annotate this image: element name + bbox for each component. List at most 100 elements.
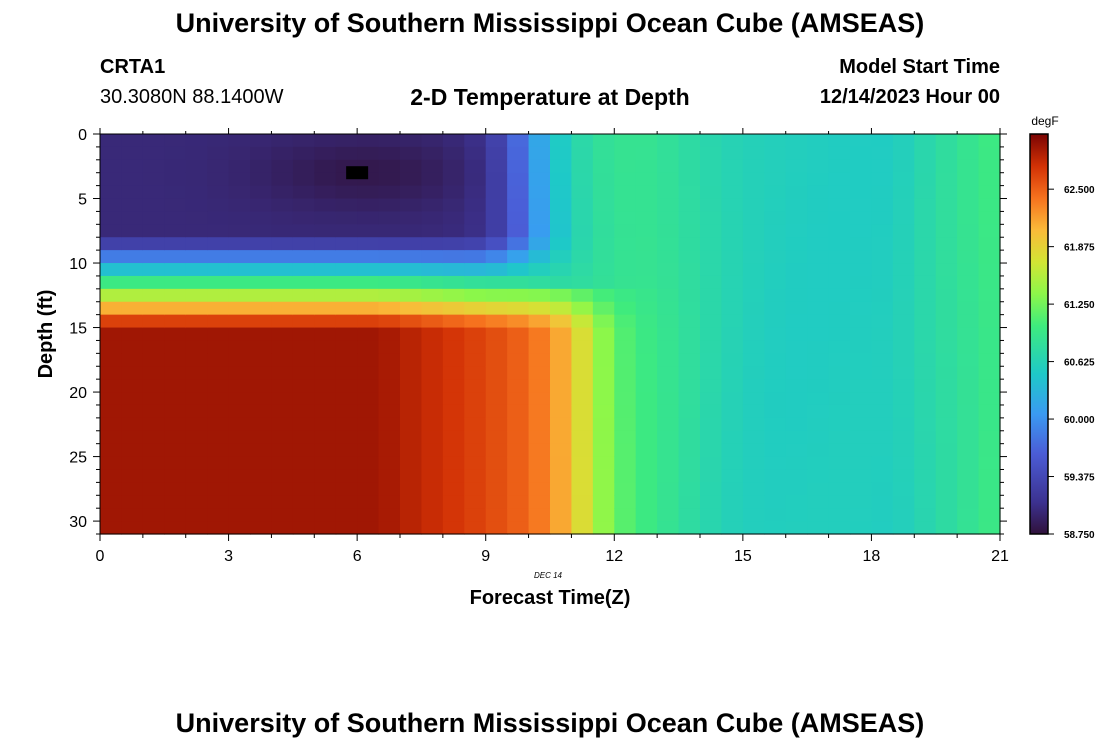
heatmap-cell (314, 353, 337, 367)
heatmap-cell (978, 159, 1001, 174)
heatmap-cell (721, 482, 744, 496)
heatmap-cell (100, 392, 123, 406)
heatmap-cell (978, 417, 1001, 432)
heatmap-cell (785, 134, 808, 148)
heatmap-cell (807, 237, 830, 251)
heatmap-cell (357, 366, 380, 380)
heatmap-cell (292, 404, 315, 419)
heatmap-cell (678, 146, 701, 161)
heatmap-cell (892, 366, 915, 380)
heatmap-cell (892, 288, 915, 303)
heatmap-cell (121, 366, 144, 380)
heatmap-cell (721, 250, 744, 264)
heatmap-cell (357, 250, 380, 264)
heatmap-cell (314, 392, 337, 406)
heatmap-cell (400, 430, 423, 445)
heatmap-cell (507, 275, 530, 290)
heatmap-cell (957, 250, 980, 264)
heatmap-cell (378, 301, 401, 316)
heatmap-cell (335, 366, 358, 380)
footer-title: University of Southern Mississippi Ocean… (175, 708, 925, 738)
heatmap-cell (357, 392, 380, 406)
heatmap-cell (357, 211, 380, 225)
heatmap-cell (207, 430, 230, 445)
heatmap-cell (935, 211, 958, 225)
heatmap-cell (635, 443, 658, 458)
heatmap-cell (914, 340, 937, 354)
heatmap-cell (528, 134, 551, 148)
heatmap-cell (592, 275, 615, 290)
heatmap-cell (185, 211, 208, 225)
heatmap-cell (121, 314, 144, 329)
heatmap-cell (742, 404, 765, 419)
heatmap-cell (935, 263, 958, 277)
heatmap-cell (507, 340, 530, 354)
heatmap-cell (850, 392, 873, 406)
heatmap-cell (807, 301, 830, 316)
heatmap-cell (464, 146, 487, 161)
heatmap-cell (250, 456, 273, 471)
heatmap-cell (421, 340, 444, 354)
heatmap-cell (657, 482, 680, 496)
heatmap-cell (807, 263, 830, 277)
heatmap-cell (164, 508, 187, 522)
heatmap-cell (142, 508, 165, 522)
heatmap-cell (635, 198, 658, 213)
heatmap-cell (957, 353, 980, 367)
heatmap-cell (550, 404, 573, 419)
heatmap-cell (764, 185, 787, 200)
heatmap-cell (592, 237, 615, 251)
heatmap-cell (764, 198, 787, 213)
heatmap-cell (335, 508, 358, 522)
heatmap-cell (742, 211, 765, 225)
heatmap-cell (978, 185, 1001, 200)
heatmap-cell (442, 250, 465, 264)
heatmap-cell (228, 211, 251, 225)
heatmap-cell (657, 185, 680, 200)
heatmap-cell (142, 456, 165, 471)
heatmap-cell (892, 185, 915, 200)
heatmap-cell (807, 495, 830, 509)
x-tick-label: 21 (991, 548, 1009, 565)
heatmap-cell (464, 353, 487, 367)
heatmap-cell (335, 392, 358, 406)
heatmap-cell (657, 469, 680, 483)
heatmap-cell (635, 314, 658, 329)
heatmap-cell (892, 250, 915, 264)
heatmap-cell (742, 379, 765, 393)
heatmap-cell (978, 495, 1001, 509)
heatmap-cell (871, 263, 894, 277)
heatmap-cell (485, 508, 508, 522)
heatmap-cell (271, 430, 294, 445)
heatmap-cell (871, 134, 894, 148)
x-tick-label: 3 (224, 548, 233, 565)
heatmap-cell (335, 224, 358, 238)
heatmap-cell (614, 172, 637, 187)
heatmap-cell (121, 379, 144, 393)
heatmap-cell (228, 379, 251, 393)
heatmap-cell (164, 521, 187, 535)
heatmap-cell (828, 275, 851, 290)
heatmap-cell (314, 172, 337, 187)
heatmap-cell (421, 301, 444, 316)
heatmap-cell (314, 314, 337, 329)
heatmap-cell (121, 159, 144, 174)
heatmap-cell (185, 288, 208, 303)
heatmap-cell (871, 198, 894, 213)
heatmap-cell (764, 417, 787, 432)
heatmap-cell (142, 417, 165, 432)
heatmap-cell (657, 404, 680, 419)
heatmap-cell (121, 417, 144, 432)
heatmap-cell (378, 314, 401, 329)
heatmap-cell (335, 237, 358, 251)
heatmap-cell (292, 521, 315, 535)
heatmap-cell (678, 366, 701, 380)
heatmap-cell (185, 521, 208, 535)
heatmap-cell (357, 301, 380, 316)
heatmap-cell (485, 340, 508, 354)
heatmap-cell (271, 314, 294, 329)
heatmap-cell (978, 340, 1001, 354)
heatmap-cell (914, 198, 937, 213)
heatmap-cell (871, 379, 894, 393)
heatmap-cell (121, 224, 144, 238)
